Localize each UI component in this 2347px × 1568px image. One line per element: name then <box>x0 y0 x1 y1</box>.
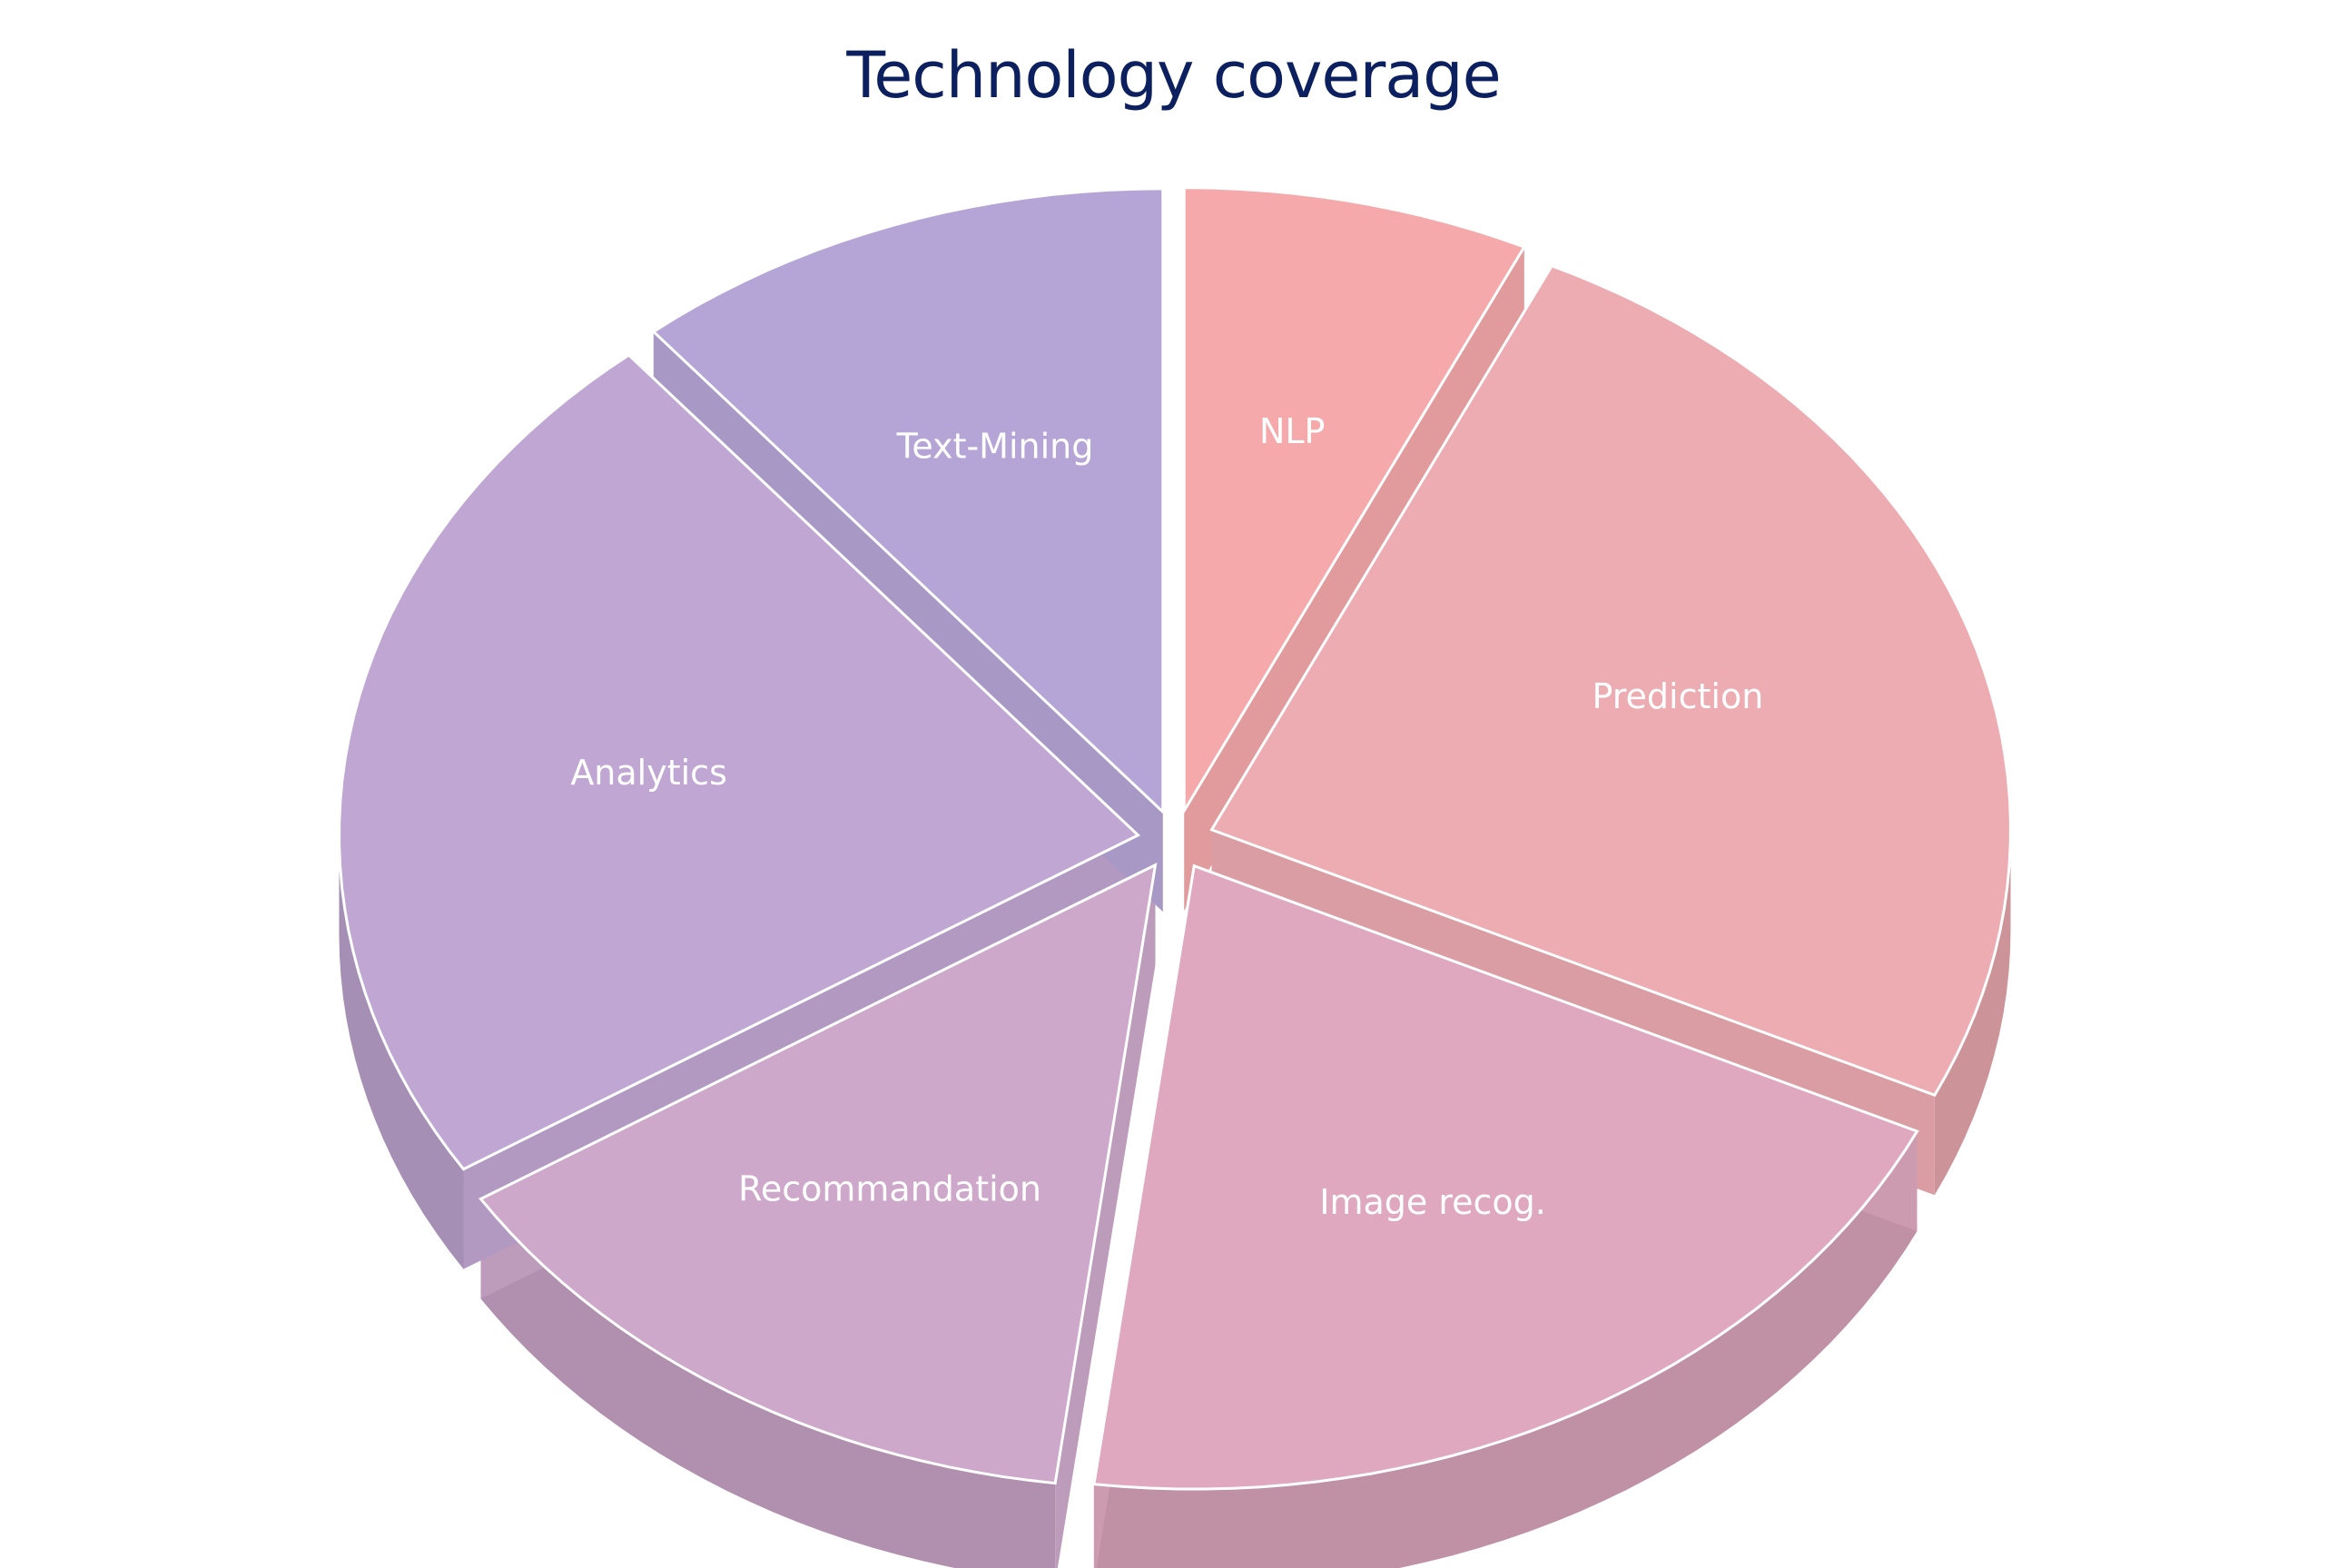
slice-side-prediction <box>1934 829 2011 1196</box>
slice-analytics <box>338 353 1141 1171</box>
slice-cut-recommandation-0 <box>1055 864 1156 1568</box>
slice-image-recog <box>1092 863 1919 1491</box>
slice-side-analytics <box>339 834 464 1269</box>
slice-label-text-mining: Text-Mining <box>896 426 1094 466</box>
slice-side-recommandation <box>480 1198 1056 1568</box>
slice-recommandation <box>478 863 1158 1485</box>
chart-title: Technology coverage <box>846 38 1501 113</box>
slice-label-image-recog: Image recog. <box>1319 1182 1546 1222</box>
slice-label-nlp: NLP <box>1259 411 1326 451</box>
slice-text-mining <box>651 187 1165 815</box>
slice-label-recommandation: Recommandation <box>738 1169 1041 1209</box>
slice-label-prediction: Prediction <box>1593 676 1764 716</box>
slice-labels: NLP Prediction Image recog. Recommandation A… <box>570 411 1763 1222</box>
slice-side-image-recog <box>1093 1131 1918 1568</box>
slice-label-analytics: Analytics <box>570 753 727 793</box>
slice-tops <box>338 186 2012 1491</box>
slice-nlp <box>1182 186 1527 816</box>
slice-prediction <box>1209 263 2012 1098</box>
